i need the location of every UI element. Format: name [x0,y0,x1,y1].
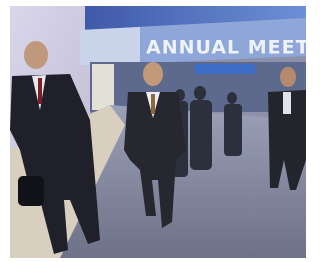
banner-edge [80,27,140,66]
photo: ANNUAL MEET [0,0,312,262]
screen-glow [195,64,255,74]
pillar [92,64,114,110]
sign-text: ANNUAL MEET [146,37,310,59]
bag [18,176,44,206]
scene: ANNUAL MEET [10,6,310,258]
page: ANNUAL MEET [0,0,312,262]
